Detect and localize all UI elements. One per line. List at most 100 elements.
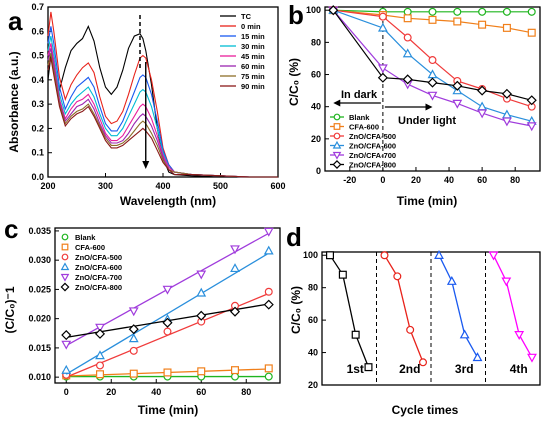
panel-b-point-zno-cfa-600-2 — [402, 48, 413, 58]
panel-b-series-zno-cfa-500 — [333, 9, 532, 108]
panel-c-legend-marker-zno-cfa-500 — [61, 253, 69, 261]
panel-b-point-zno-cfa-600-5 — [477, 101, 488, 111]
panel-c-point-zno-cfa-800-4 — [196, 310, 207, 321]
panel-c-point-zno-cfa-800-5 — [229, 306, 241, 317]
panel-b-point-blank-6 — [502, 7, 511, 16]
panel-a-ytick-label-0.4: 0.4 — [31, 75, 44, 85]
panel-b-point-zno-cfa-800-3 — [427, 77, 438, 88]
panel-c-point-zno-cfa-600-4 — [196, 287, 207, 297]
panel-d-cycle-label-4th: 4th — [510, 362, 528, 376]
panel-b-point-zno-cfa-700-1 — [377, 64, 388, 74]
panel-b-legend-marker-zno-cfa-800 — [332, 160, 342, 169]
panel-b-point-zno-cfa-800-1 — [377, 72, 388, 83]
panel-c-ytick-label-4: 0.030 — [28, 255, 51, 265]
panel-a-ytick-label-0: 0.0 — [31, 172, 44, 182]
panel-c-point-zno-cfa-700-4 — [196, 270, 207, 280]
panel-a-legend-label-75-min: 75 min — [241, 72, 265, 81]
panel-a-xtick-label-300: 300 — [98, 181, 113, 191]
panel-c-legend-marker-zno-cfa-800 — [60, 282, 70, 292]
panel-a-ytick-label-0.3: 0.3 — [31, 99, 44, 109]
panel-d-point-4th-1 — [501, 277, 512, 287]
panel-b-ytick-label-60: 60 — [311, 70, 321, 80]
panel-d-cycle-label-1st: 1st — [347, 362, 364, 376]
panel-b-point-zno-cfa-800-0 — [328, 5, 339, 16]
panel-d-point-3rd-3 — [472, 352, 483, 362]
panel-c-point-cfa-600-1 — [95, 370, 104, 379]
annotation-in-dark: In dark — [341, 89, 378, 101]
panel-b-xtick-label-40: 40 — [444, 175, 454, 185]
panel-c-legend-label-zno-cfa-500: ZnO/CFA-500 — [75, 253, 122, 262]
panel-b-point-zno-cfa-500-1 — [378, 12, 387, 21]
panel-b-xtick-label-0: 0 — [380, 175, 385, 185]
panel-b-ytick-label-80: 80 — [311, 37, 321, 47]
panel-c-point-zno-cfa-800-0 — [61, 329, 72, 341]
panel-c-point-zno-cfa-500-6 — [264, 287, 273, 296]
panel-c-point-cfa-600-6 — [264, 364, 273, 373]
panel-b-point-zno-cfa-700-4 — [452, 99, 463, 109]
panel-b-series-zno-cfa-700 — [332, 9, 532, 127]
panel-b-point-zno-cfa-800-7 — [526, 95, 537, 106]
panel-b-arrow-dark-head — [333, 99, 341, 107]
panel-b-legend-label-zno-cfa-700: ZnO/CFA-700 — [349, 151, 396, 160]
panel-b-point-zno-cfa-800-2 — [402, 74, 413, 85]
panel-c-legend-label-zno-cfa-600: ZnO/CFA-600 — [75, 263, 122, 272]
panel-letter-a: a — [8, 6, 23, 36]
panel-b-point-zno-cfa-800-5 — [477, 85, 488, 96]
panel-b-point-blank-5 — [478, 7, 487, 16]
panel-a-legend-label-0-min: 0 min — [241, 22, 261, 31]
panel-d-ylabel: C/C₀ (%) — [289, 286, 303, 334]
panel-c-point-zno-cfa-700-3 — [162, 285, 173, 295]
panel-c-point-zno-cfa-700-0 — [61, 340, 72, 350]
panel-b-point-zno-cfa-500-3 — [428, 56, 437, 65]
panel-d-ytick-label-20: 20 — [308, 380, 318, 390]
panel-b-legend-marker-zno-cfa-700 — [332, 151, 342, 160]
panel-c-point-zno-cfa-800-3 — [162, 317, 173, 328]
panel-b-ytick-label-0: 0 — [316, 166, 321, 176]
panel-b-legend-label-zno-cfa-800: ZnO/CFA-800 — [349, 160, 396, 169]
panel-c-point-zno-cfa-800-1 — [94, 328, 106, 339]
panel-c-ytick-label-3: 0.025 — [28, 284, 51, 294]
panel-c-legend-marker-zno-cfa-700 — [60, 273, 70, 282]
panel-c-point-blank-5 — [231, 372, 240, 381]
panel-b-point-zno-cfa-700-7 — [526, 122, 537, 132]
panel-d-point-3rd-2 — [459, 329, 470, 339]
panel-c-legend-label-zno-cfa-800: ZnO/CFA-800 — [75, 283, 122, 292]
panel-c-legend-label-blank: Blank — [75, 233, 96, 242]
panel-b-point-zno-cfa-500-2 — [403, 33, 412, 42]
annotation-under-light: Under light — [398, 115, 456, 127]
panel-c-point-zno-cfa-700-5 — [230, 245, 240, 255]
panel-c-point-zno-cfa-800-2 — [128, 324, 139, 335]
panel-a-legend-label-45-min: 45 min — [241, 52, 265, 61]
panel-d-point-2nd-3 — [419, 358, 428, 367]
panel-d-ytick-label-100: 100 — [303, 250, 318, 260]
panel-d-ytick-label-40: 40 — [308, 348, 318, 358]
panel-c-point-zno-cfa-700-6 — [263, 227, 274, 237]
panel-b-point-zno-cfa-700-5 — [477, 109, 488, 119]
panel-c-point-zno-cfa-600-1 — [95, 350, 105, 360]
panel-d-cycle-label-2nd: 2nd — [399, 362, 420, 376]
panel-b-ytick-label-20: 20 — [311, 134, 321, 144]
panel-d-point-1st-3 — [364, 363, 373, 372]
panel-d-point-1st-2 — [351, 330, 360, 339]
panel-a-series-75-min — [47, 52, 278, 178]
panel-a-ytick-label-0.6: 0.6 — [31, 26, 44, 36]
panel-d-ytick-label-80: 80 — [308, 283, 318, 293]
panel-c-point-cfa-600-2 — [129, 369, 138, 378]
panel-b-arrow-light-head — [425, 103, 433, 111]
panel-c-point-zno-cfa-600-0 — [61, 364, 72, 374]
panel-b-legend-label-zno-cfa-500: ZnO/CFA-500 — [349, 132, 396, 141]
panel-d-ytick-label-60: 60 — [308, 315, 318, 325]
panel-a-legend-label-30-min: 30 min — [241, 42, 265, 51]
panel-a-legend-label-90-min: 90 min — [241, 82, 265, 91]
panel-b-point-blank-3 — [428, 7, 437, 16]
panel-c-point-cfa-600-3 — [163, 368, 172, 377]
panel-d-point-1st-1 — [338, 270, 347, 279]
panel-c-legend-label-cfa-600: CFA-600 — [75, 243, 105, 252]
panel-letter-d: d — [286, 222, 302, 252]
panel-b-xtick-label-20: 20 — [411, 175, 421, 185]
panel-c-legend-marker-blank — [61, 233, 69, 241]
panel-b-point-zno-cfa-700-6 — [502, 117, 512, 127]
panel-d-point-4th-0 — [488, 251, 499, 261]
panel-a-legend-label-15-min: 15 min — [241, 32, 265, 41]
panel-b-frame — [324, 6, 541, 172]
